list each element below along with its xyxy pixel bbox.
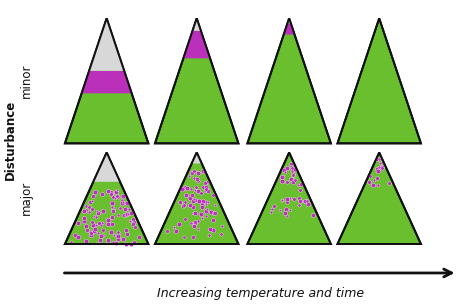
Polygon shape [247,18,331,143]
Polygon shape [337,152,421,244]
Polygon shape [337,18,421,143]
Polygon shape [287,18,291,23]
Polygon shape [65,152,148,244]
Text: major: major [19,181,33,215]
Polygon shape [192,18,201,31]
Polygon shape [155,18,238,143]
Text: Disturbance: Disturbance [4,99,17,180]
Polygon shape [183,31,210,58]
Polygon shape [93,152,120,182]
Polygon shape [82,71,132,93]
Polygon shape [284,23,294,34]
Text: Increasing temperature and time: Increasing temperature and time [157,287,364,300]
Polygon shape [191,152,202,163]
Text: minor: minor [19,63,33,98]
Polygon shape [65,18,148,143]
Polygon shape [247,152,331,244]
Polygon shape [155,152,238,244]
Polygon shape [89,18,124,71]
Polygon shape [288,152,291,155]
